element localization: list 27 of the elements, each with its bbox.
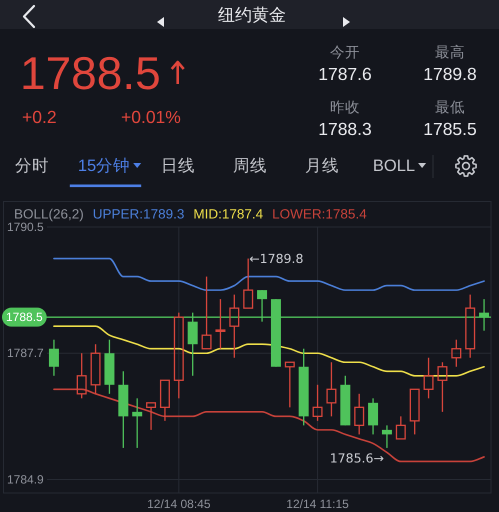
text: 分时: [15, 157, 49, 175]
data-label: 1789.8: [423, 64, 477, 84]
text: 15分钟: [78, 157, 130, 175]
data-label: 1788.3: [318, 119, 372, 139]
text: +0.2: [22, 107, 57, 127]
data-label: 1785.5: [423, 119, 477, 139]
x-tick-label: 12/14 08:45: [147, 497, 211, 511]
text: BOLL: [372, 157, 416, 175]
ref-line-label: 1788.5: [6, 310, 44, 324]
data-label: 1787.6: [318, 64, 372, 84]
text: 周线: [233, 157, 267, 175]
x-tick-label: 12/14 11:15: [286, 497, 350, 511]
annotation: 1785.6→: [330, 450, 384, 466]
y-tick-label: 1787.7: [7, 346, 44, 360]
y-tick-label: 1784.9: [7, 472, 44, 486]
y-tick-label: 1790.5: [7, 220, 44, 234]
text: 月线: [305, 157, 339, 175]
category-label: 最低: [435, 100, 465, 116]
legend: BOLL(26,2) UPPER:1789.3 MID:1787.4 LOWER:1785.4: [14, 206, 367, 222]
category-label: 今开: [330, 44, 360, 61]
category-label: 昨收: [330, 99, 360, 116]
text: 1788.5: [20, 47, 161, 99]
text: +0.01%: [121, 107, 181, 127]
text: 日线: [161, 157, 195, 175]
annotation: ←1789.8: [249, 251, 304, 266]
title: 纽约黄金: [218, 6, 286, 24]
category-label: 最高: [435, 44, 465, 61]
